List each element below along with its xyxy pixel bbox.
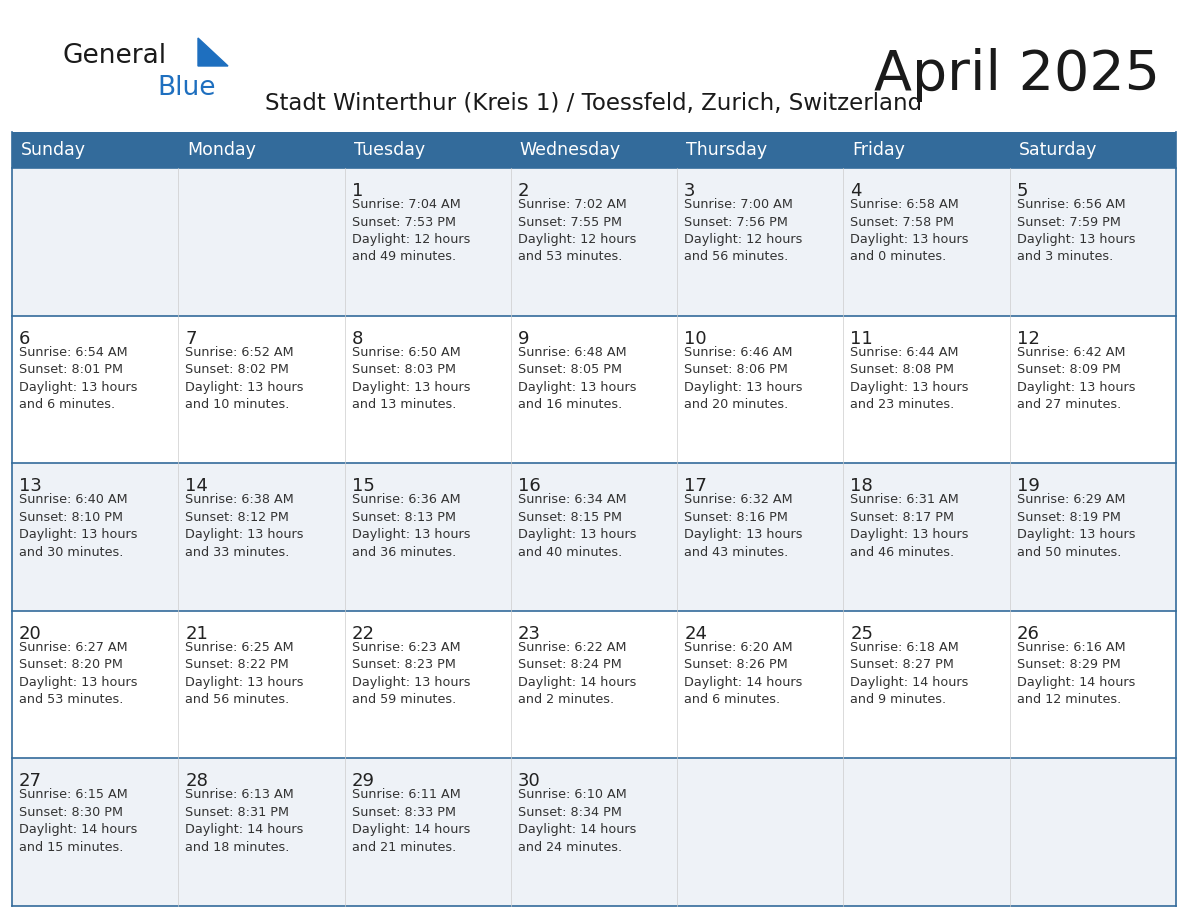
Text: Sunrise: 6:48 AM
Sunset: 8:05 PM
Daylight: 13 hours
and 16 minutes.: Sunrise: 6:48 AM Sunset: 8:05 PM Dayligh… (518, 345, 637, 411)
Text: 26: 26 (1017, 625, 1040, 643)
Text: 30: 30 (518, 772, 541, 790)
Text: 8: 8 (352, 330, 364, 348)
Text: Sunrise: 6:46 AM
Sunset: 8:06 PM
Daylight: 13 hours
and 20 minutes.: Sunrise: 6:46 AM Sunset: 8:06 PM Dayligh… (684, 345, 803, 411)
Text: 17: 17 (684, 477, 707, 495)
Text: 1: 1 (352, 182, 364, 200)
Text: Friday: Friday (853, 141, 905, 159)
Text: 3: 3 (684, 182, 696, 200)
Text: Sunday: Sunday (21, 141, 86, 159)
Bar (178, 132, 345, 168)
Text: General: General (62, 43, 166, 69)
Text: 14: 14 (185, 477, 208, 495)
Text: Sunrise: 6:20 AM
Sunset: 8:26 PM
Daylight: 14 hours
and 6 minutes.: Sunrise: 6:20 AM Sunset: 8:26 PM Dayligh… (684, 641, 803, 706)
Text: Sunrise: 6:27 AM
Sunset: 8:20 PM
Daylight: 13 hours
and 53 minutes.: Sunrise: 6:27 AM Sunset: 8:20 PM Dayligh… (19, 641, 138, 706)
Bar (12, 464, 1176, 610)
Text: 22: 22 (352, 625, 374, 643)
Text: Thursday: Thursday (687, 141, 767, 159)
Text: 2: 2 (518, 182, 530, 200)
Bar (12, 758, 1176, 906)
Text: Monday: Monday (188, 141, 257, 159)
Text: 15: 15 (352, 477, 374, 495)
Text: Sunrise: 6:36 AM
Sunset: 8:13 PM
Daylight: 13 hours
and 36 minutes.: Sunrise: 6:36 AM Sunset: 8:13 PM Dayligh… (352, 493, 470, 559)
Bar (12, 168, 1176, 316)
Text: 24: 24 (684, 625, 707, 643)
Text: Sunrise: 6:40 AM
Sunset: 8:10 PM
Daylight: 13 hours
and 30 minutes.: Sunrise: 6:40 AM Sunset: 8:10 PM Dayligh… (19, 493, 138, 559)
Text: 12: 12 (1017, 330, 1040, 348)
Text: Sunrise: 6:56 AM
Sunset: 7:59 PM
Daylight: 13 hours
and 3 minutes.: Sunrise: 6:56 AM Sunset: 7:59 PM Dayligh… (1017, 198, 1136, 263)
Bar (843, 132, 1010, 168)
Text: Wednesday: Wednesday (520, 141, 621, 159)
Text: Sunrise: 6:16 AM
Sunset: 8:29 PM
Daylight: 14 hours
and 12 minutes.: Sunrise: 6:16 AM Sunset: 8:29 PM Dayligh… (1017, 641, 1135, 706)
Text: Sunrise: 7:02 AM
Sunset: 7:55 PM
Daylight: 12 hours
and 53 minutes.: Sunrise: 7:02 AM Sunset: 7:55 PM Dayligh… (518, 198, 637, 263)
Bar (12, 316, 1176, 464)
Bar (345, 132, 511, 168)
Text: Sunrise: 6:42 AM
Sunset: 8:09 PM
Daylight: 13 hours
and 27 minutes.: Sunrise: 6:42 AM Sunset: 8:09 PM Dayligh… (1017, 345, 1136, 411)
Text: Sunrise: 6:11 AM
Sunset: 8:33 PM
Daylight: 14 hours
and 21 minutes.: Sunrise: 6:11 AM Sunset: 8:33 PM Dayligh… (352, 789, 470, 854)
Text: Sunrise: 6:52 AM
Sunset: 8:02 PM
Daylight: 13 hours
and 10 minutes.: Sunrise: 6:52 AM Sunset: 8:02 PM Dayligh… (185, 345, 304, 411)
Bar (1010, 132, 1176, 168)
Text: Sunrise: 6:29 AM
Sunset: 8:19 PM
Daylight: 13 hours
and 50 minutes.: Sunrise: 6:29 AM Sunset: 8:19 PM Dayligh… (1017, 493, 1136, 559)
Text: 16: 16 (518, 477, 541, 495)
Text: 10: 10 (684, 330, 707, 348)
Text: April 2025: April 2025 (874, 48, 1159, 102)
Text: Sunrise: 6:34 AM
Sunset: 8:15 PM
Daylight: 13 hours
and 40 minutes.: Sunrise: 6:34 AM Sunset: 8:15 PM Dayligh… (518, 493, 637, 559)
Text: 18: 18 (851, 477, 873, 495)
Text: Sunrise: 7:00 AM
Sunset: 7:56 PM
Daylight: 12 hours
and 56 minutes.: Sunrise: 7:00 AM Sunset: 7:56 PM Dayligh… (684, 198, 803, 263)
Text: Sunrise: 6:58 AM
Sunset: 7:58 PM
Daylight: 13 hours
and 0 minutes.: Sunrise: 6:58 AM Sunset: 7:58 PM Dayligh… (851, 198, 969, 263)
Text: Sunrise: 6:44 AM
Sunset: 8:08 PM
Daylight: 13 hours
and 23 minutes.: Sunrise: 6:44 AM Sunset: 8:08 PM Dayligh… (851, 345, 969, 411)
Text: Sunrise: 6:22 AM
Sunset: 8:24 PM
Daylight: 14 hours
and 2 minutes.: Sunrise: 6:22 AM Sunset: 8:24 PM Dayligh… (518, 641, 637, 706)
Text: 6: 6 (19, 330, 31, 348)
Text: 13: 13 (19, 477, 42, 495)
Bar (511, 132, 677, 168)
Bar (12, 132, 178, 168)
Text: 28: 28 (185, 772, 208, 790)
Text: 27: 27 (19, 772, 42, 790)
Text: Sunrise: 6:10 AM
Sunset: 8:34 PM
Daylight: 14 hours
and 24 minutes.: Sunrise: 6:10 AM Sunset: 8:34 PM Dayligh… (518, 789, 637, 854)
Text: Sunrise: 6:25 AM
Sunset: 8:22 PM
Daylight: 13 hours
and 56 minutes.: Sunrise: 6:25 AM Sunset: 8:22 PM Dayligh… (185, 641, 304, 706)
Text: 21: 21 (185, 625, 208, 643)
Text: 5: 5 (1017, 182, 1029, 200)
Text: Sunrise: 6:15 AM
Sunset: 8:30 PM
Daylight: 14 hours
and 15 minutes.: Sunrise: 6:15 AM Sunset: 8:30 PM Dayligh… (19, 789, 138, 854)
Bar (677, 132, 843, 168)
Text: Sunrise: 6:54 AM
Sunset: 8:01 PM
Daylight: 13 hours
and 6 minutes.: Sunrise: 6:54 AM Sunset: 8:01 PM Dayligh… (19, 345, 138, 411)
Text: Sunrise: 6:31 AM
Sunset: 8:17 PM
Daylight: 13 hours
and 46 minutes.: Sunrise: 6:31 AM Sunset: 8:17 PM Dayligh… (851, 493, 969, 559)
Text: Sunrise: 6:50 AM
Sunset: 8:03 PM
Daylight: 13 hours
and 13 minutes.: Sunrise: 6:50 AM Sunset: 8:03 PM Dayligh… (352, 345, 470, 411)
Bar (12, 610, 1176, 758)
Text: 23: 23 (518, 625, 541, 643)
Text: 4: 4 (851, 182, 862, 200)
Text: 7: 7 (185, 330, 197, 348)
Text: Sunrise: 6:32 AM
Sunset: 8:16 PM
Daylight: 13 hours
and 43 minutes.: Sunrise: 6:32 AM Sunset: 8:16 PM Dayligh… (684, 493, 803, 559)
Polygon shape (198, 38, 228, 66)
Text: Saturday: Saturday (1019, 141, 1097, 159)
Text: 20: 20 (19, 625, 42, 643)
Text: Sunrise: 6:13 AM
Sunset: 8:31 PM
Daylight: 14 hours
and 18 minutes.: Sunrise: 6:13 AM Sunset: 8:31 PM Dayligh… (185, 789, 304, 854)
Text: Sunrise: 6:23 AM
Sunset: 8:23 PM
Daylight: 13 hours
and 59 minutes.: Sunrise: 6:23 AM Sunset: 8:23 PM Dayligh… (352, 641, 470, 706)
Text: Sunrise: 6:18 AM
Sunset: 8:27 PM
Daylight: 14 hours
and 9 minutes.: Sunrise: 6:18 AM Sunset: 8:27 PM Dayligh… (851, 641, 968, 706)
Text: Sunrise: 6:38 AM
Sunset: 8:12 PM
Daylight: 13 hours
and 33 minutes.: Sunrise: 6:38 AM Sunset: 8:12 PM Dayligh… (185, 493, 304, 559)
Text: Tuesday: Tuesday (354, 141, 424, 159)
Text: Sunrise: 7:04 AM
Sunset: 7:53 PM
Daylight: 12 hours
and 49 minutes.: Sunrise: 7:04 AM Sunset: 7:53 PM Dayligh… (352, 198, 470, 263)
Text: 29: 29 (352, 772, 374, 790)
Text: 19: 19 (1017, 477, 1040, 495)
Text: 25: 25 (851, 625, 873, 643)
Text: 11: 11 (851, 330, 873, 348)
Text: Blue: Blue (157, 75, 215, 101)
Text: 9: 9 (518, 330, 530, 348)
Text: Stadt Winterthur (Kreis 1) / Toessfeld, Zurich, Switzerland: Stadt Winterthur (Kreis 1) / Toessfeld, … (265, 92, 923, 115)
